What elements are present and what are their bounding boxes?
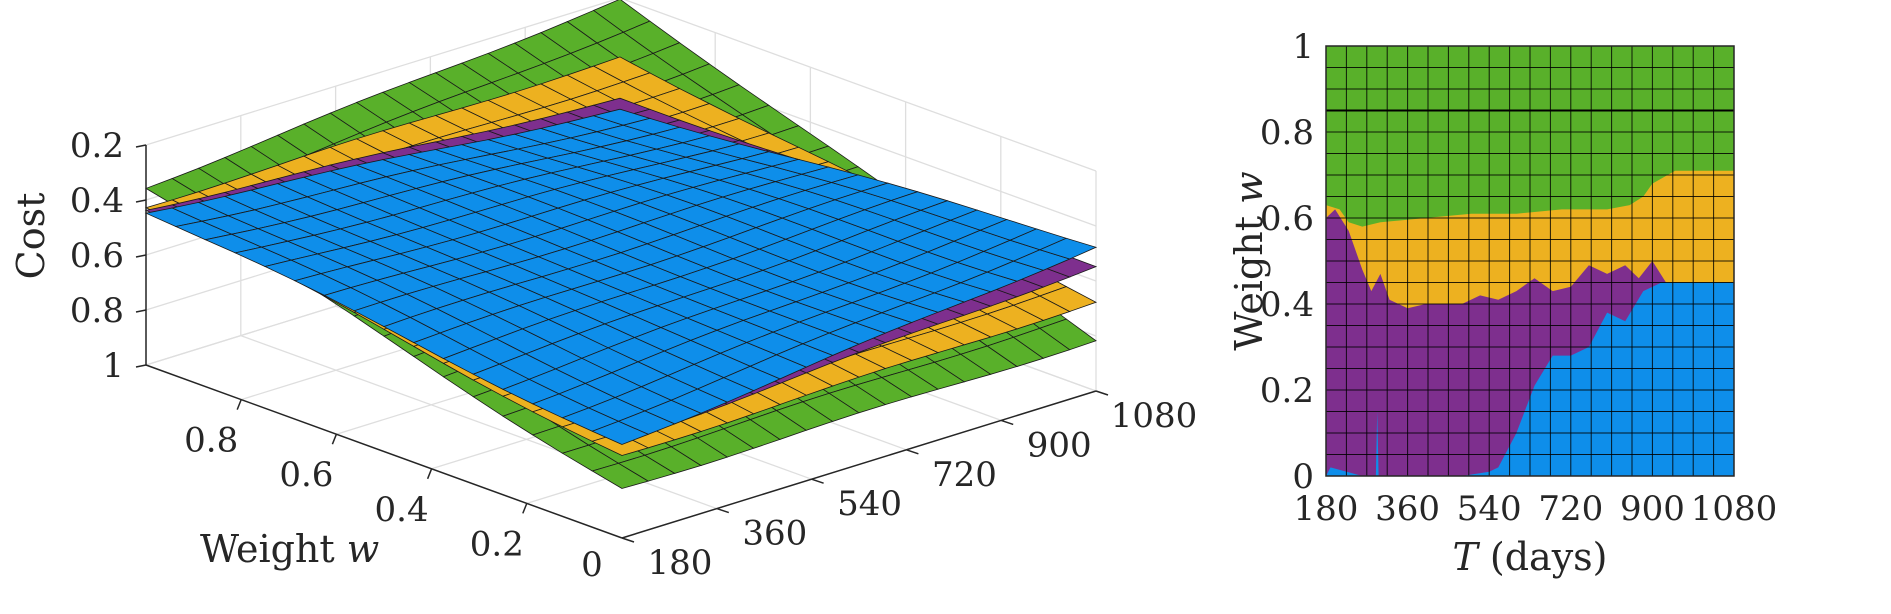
- t-tick-label: 900: [1027, 425, 1092, 465]
- z-tick: [135, 364, 147, 368]
- w-tick: [522, 503, 528, 514]
- t-tick-label: 540: [837, 484, 902, 524]
- t-tick: [716, 507, 730, 514]
- y-tick-label: 0.2: [1260, 371, 1314, 411]
- t-tick: [1095, 390, 1109, 396]
- w-axis-line: [145, 364, 623, 539]
- z-tick: [135, 199, 147, 203]
- x-tick-label: 540: [1457, 489, 1522, 529]
- surface-plot-3d: 0.2 0.4 0.6 0.8 1 0.2 0.4 0.6 0.8 0 180 360 540 720 90…: [9, 0, 1197, 585]
- surface-blue: [144, 108, 1098, 445]
- z-tick: [135, 144, 147, 148]
- z-tick: [135, 309, 147, 313]
- side-wall-grid-line: [623, 0, 1097, 172]
- w-tick-label: 0.8: [184, 421, 238, 461]
- t-tick-label: 180: [648, 543, 713, 583]
- y-tick-label: 0.6: [1260, 199, 1314, 239]
- w-tick-label: 0.4: [375, 490, 429, 530]
- z-tick-label: 0.8: [70, 291, 124, 331]
- w-tick-label: 0.6: [279, 455, 333, 495]
- x-tick-label: 1080: [1691, 489, 1778, 529]
- surface-patch: [1039, 318, 1097, 351]
- t-tick-label: 360: [742, 514, 807, 554]
- x-tick-label: 720: [1538, 489, 1603, 529]
- t-tick: [811, 478, 824, 484]
- t-tick-label: 720: [932, 455, 997, 495]
- w-tick-label: 0: [581, 545, 603, 585]
- x-axis-label-unit: (days): [1478, 535, 1608, 579]
- w-tick: [426, 468, 433, 480]
- x-tick-label: 180: [1294, 489, 1359, 529]
- heatmap-frame: [1325, 45, 1735, 477]
- surface-patch: [1038, 237, 1098, 260]
- x-axis-label-var: T: [1452, 535, 1480, 579]
- y-tick-label: 0: [1292, 457, 1314, 497]
- y-tick-label: 0.8: [1260, 113, 1314, 153]
- y-tick-label: 1: [1292, 27, 1314, 67]
- z-tick-label: 1: [102, 346, 124, 386]
- w-axis-label: Weight w: [200, 527, 379, 571]
- x-axis-label: T (days): [1452, 535, 1607, 579]
- t-tick: [906, 449, 919, 455]
- w-axis-label-var: w: [347, 527, 380, 571]
- surface-meshes: [144, 0, 1098, 489]
- w-tick: [331, 433, 338, 445]
- w-tick: [236, 399, 242, 410]
- t-tick: [1000, 419, 1014, 426]
- z-tick-label: 0.4: [70, 181, 124, 221]
- region-heatmap: 0 0.2 0.4 0.6 0.8 1 180 360 540 720 900 1080 Weight …: [1227, 27, 1777, 579]
- w-tick-label: 0.2: [470, 524, 524, 564]
- t-axis-line: [621, 390, 1097, 539]
- y-axis-label-var: w: [1227, 171, 1271, 204]
- z-tick: [135, 254, 147, 258]
- x-tick-label: 900: [1620, 489, 1685, 529]
- x-tick-label: 360: [1375, 489, 1440, 529]
- y-axis-label: Weight w: [1227, 171, 1271, 350]
- z-tick-label: 0.2: [70, 126, 124, 166]
- y-tick-label: 0.4: [1260, 285, 1314, 325]
- back-wall-grid-line: [145, 0, 616, 146]
- region-blue-sliver: [1375, 411, 1379, 476]
- z-tick-label: 0.6: [70, 236, 124, 276]
- t-tick-label: 1080: [1111, 396, 1198, 436]
- t-tick: [621, 537, 635, 543]
- surface-patch: [1038, 286, 1097, 312]
- z-axis-label: Cost: [9, 193, 53, 280]
